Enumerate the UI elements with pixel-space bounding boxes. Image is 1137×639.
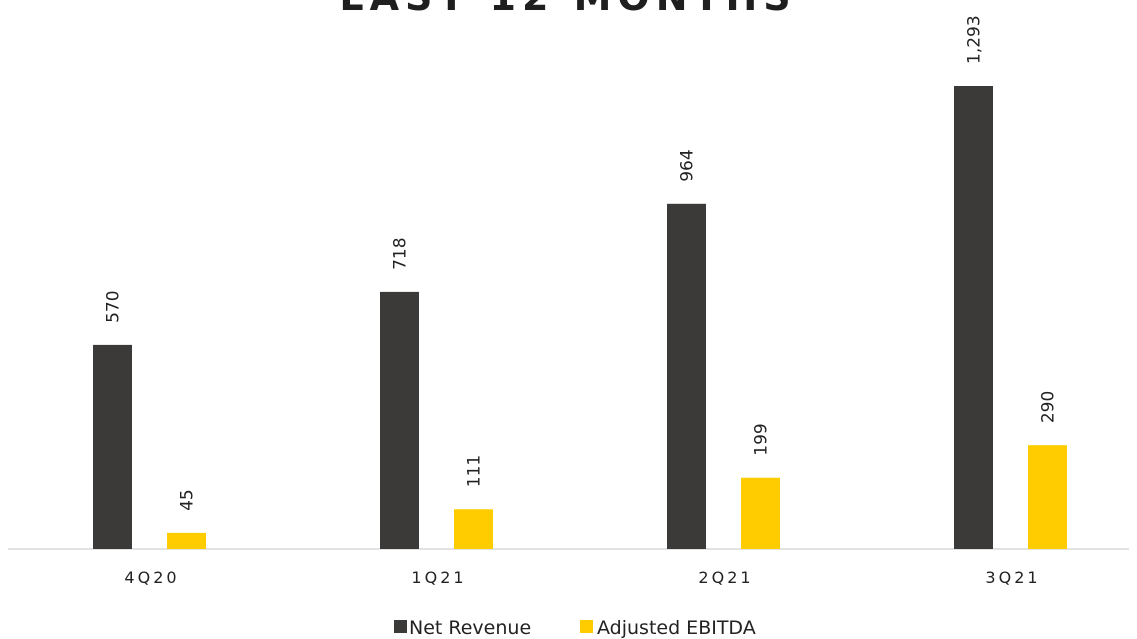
bar-net-revenue-2q21	[667, 203, 706, 550]
data-labels-group: 570 45 718 111 964 199 1,293 290	[104, 15, 1059, 511]
data-label-adjusted-ebitda-2q21: 199	[752, 423, 772, 455]
bar-net-revenue-4q20	[93, 344, 132, 549]
legend-swatch-adjusted-ebitda	[580, 620, 593, 633]
legend-label-net-revenue: Net Revenue	[409, 617, 531, 639]
category-labels-group: 4Q20 1Q21 2Q21 3Q21	[124, 568, 1040, 587]
bar-adjusted-ebitda-2q21	[741, 477, 780, 549]
bar-adjusted-ebitda-3q21	[1028, 445, 1067, 549]
bar-adjusted-ebitda-4q20	[167, 532, 206, 549]
data-label-net-revenue-3q21: 1,293	[965, 15, 985, 64]
category-label-3q21: 3Q21	[985, 568, 1040, 587]
data-label-net-revenue-2q21: 964	[678, 149, 698, 181]
data-label-adjusted-ebitda-4q20: 45	[178, 489, 198, 511]
data-label-adjusted-ebitda-1q21: 111	[465, 455, 485, 487]
category-label-2q21: 2Q21	[698, 568, 753, 587]
data-label-net-revenue-4q20: 570	[104, 290, 124, 322]
category-label-4q20: 4Q20	[124, 568, 179, 587]
legend-label-adjusted-ebitda: Adjusted EBITDA	[597, 617, 756, 639]
legend: Net Revenue Adjusted EBITDA	[394, 617, 756, 639]
bars-group	[93, 86, 1067, 550]
category-label-1q21: 1Q21	[411, 568, 466, 587]
bar-net-revenue-1q21	[380, 291, 419, 549]
data-label-adjusted-ebitda-3q21: 290	[1039, 391, 1059, 423]
bar-adjusted-ebitda-1q21	[454, 509, 493, 549]
bar-net-revenue-3q21	[954, 86, 993, 549]
data-label-net-revenue-1q21: 718	[391, 237, 411, 269]
legend-swatch-net-revenue	[394, 620, 407, 633]
chart-title: LAST 12 MONTHS	[339, 0, 796, 19]
